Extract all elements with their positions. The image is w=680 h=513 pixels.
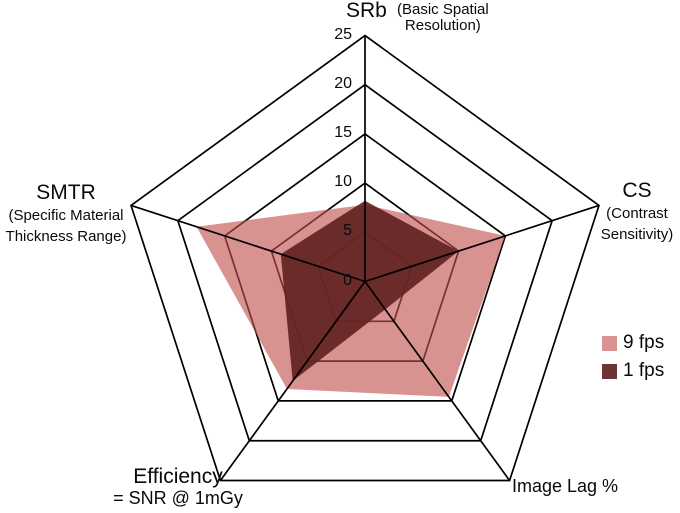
axis-title-image-lag: Image Lag %	[512, 476, 619, 496]
legend-label-1fps: 1 fps	[623, 360, 665, 381]
value-axis-tick-label: 20	[334, 74, 352, 92]
axis-label-efficiency: Efficiency = SNR @ 1mGy	[103, 465, 253, 508]
axis-subtitle-efficiency: = SNR @ 1mGy	[113, 488, 243, 508]
axis-label-cs: CS (Contrast Sensitivity)	[594, 180, 680, 245]
value-axis-tick-label: 10	[334, 173, 352, 191]
axis-line	[364, 204, 600, 283]
legend-item-1fps: 1 fps	[602, 360, 664, 382]
axis-subtitle-cs: (Contrast Sensitivity)	[600, 205, 674, 243]
axis-line	[219, 281, 366, 482]
legend-item-9fps: 9 fps	[602, 332, 664, 354]
axis-label-srb: SRb (Basic Spatial Resolution)	[346, 0, 495, 33]
legend-label-9fps: 9 fps	[623, 332, 665, 353]
axis-label-smtr: SMTR (Specific Material Thickness Range)	[0, 182, 136, 247]
axis-title-smtr: SMTR	[36, 181, 96, 204]
grid-ring-15	[223, 132, 507, 402]
legend: 9 fps 1 fps	[602, 332, 664, 388]
value-axis-tick-label: 25	[334, 25, 352, 43]
legend-swatch-9fps	[602, 335, 617, 351]
axis-label-image-lag: Image Lag %	[512, 476, 618, 496]
value-axis-tick-label: 5	[343, 222, 352, 240]
legend-swatch-1fps	[602, 363, 617, 379]
axis-line	[130, 204, 366, 283]
axis-line	[364, 281, 511, 482]
axis-subtitle-smtr: (Specific Material Thickness Range)	[5, 207, 127, 245]
value-axis-tick-label: 15	[334, 123, 352, 141]
axis-title-efficiency: Efficiency	[133, 465, 223, 488]
axis-title-srb: SRb	[346, 0, 387, 22]
value-axis-tick-label: 0	[343, 271, 352, 289]
axis-title-cs: CS	[622, 179, 652, 202]
grid-ring-20	[176, 83, 554, 442]
grid-ring-25	[130, 34, 600, 482]
axis-subtitle-srb: (Basic Spatial Resolution)	[397, 1, 489, 34]
